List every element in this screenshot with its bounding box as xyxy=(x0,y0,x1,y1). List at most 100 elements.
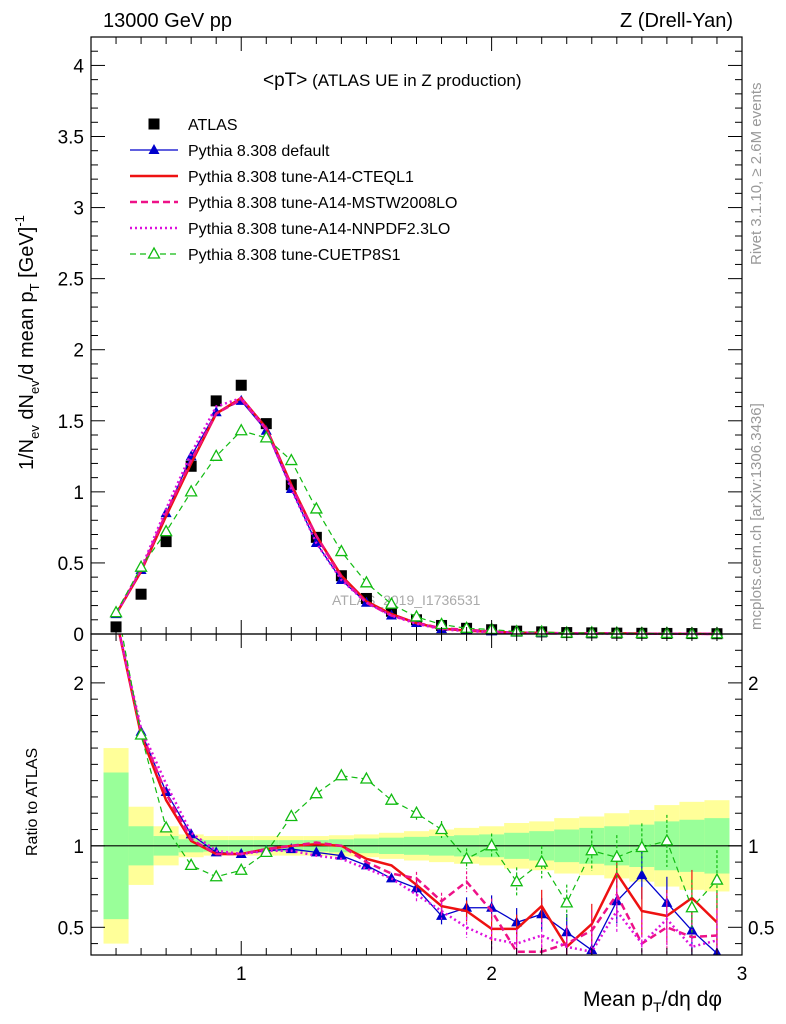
ratio-point-cuetp xyxy=(184,858,198,871)
y-tick-label: 2 xyxy=(73,341,84,362)
x-tick-label: 2 xyxy=(486,964,497,985)
legend-entry-nnpdf: Pythia 8.308 tune-A14-NNPDF2.3LO xyxy=(130,221,450,238)
side-label-top: Rivet 3.1.10, ≥ 2.6M events xyxy=(748,83,765,266)
ratio-series-nnpdf xyxy=(118,634,718,955)
y-tick-label: 0.5 xyxy=(58,554,84,575)
main-y-axis-title: 1/Nev dNev/d mean pT [GeV]-1 xyxy=(12,215,42,470)
ratio-point-cuetp xyxy=(434,822,449,835)
ratio-frame xyxy=(90,633,743,956)
ratio-point-cuetp xyxy=(234,862,248,875)
ratio-point-cuetp xyxy=(635,840,649,853)
y-tick-label: 1.5 xyxy=(58,412,84,433)
ratio-point-cuetp xyxy=(535,854,549,867)
ratio-y-tick-label: 1 xyxy=(73,837,84,858)
ratio-point-cuetp xyxy=(259,844,273,857)
y-tick-label: 3.5 xyxy=(58,128,84,149)
ratio-series-cuetp xyxy=(111,595,724,936)
plot-title: <pT> (ATLAS UE in Z production) xyxy=(263,70,522,91)
point-atlas xyxy=(235,379,247,391)
legend-marker-atlas xyxy=(148,118,160,130)
plot-title-main: <pT> xyxy=(263,70,307,91)
legend-marker-default xyxy=(148,144,160,154)
header-right: Z (Drell-Yan) xyxy=(620,10,733,32)
legend-label-cuetp: Pythia 8.308 tune-CUETP8S1 xyxy=(188,247,401,264)
ratio-point-cuetp xyxy=(384,792,399,805)
x-axis-title: Mean pT/dη dφ xyxy=(583,988,722,1015)
ratio-point-cuetp xyxy=(209,869,223,882)
point-cuetp xyxy=(134,559,148,572)
ratio-point-cuetp xyxy=(510,874,524,887)
legend-marker-cuetp xyxy=(147,246,161,259)
y-tick-label: 4 xyxy=(73,56,84,77)
ratio-point-default xyxy=(385,872,397,883)
ratio-panel: 1 2 3 0.5 0.5 1 1 2 2 xyxy=(58,595,774,985)
ratio-point-cuetp xyxy=(309,786,323,799)
point-atlas xyxy=(260,418,272,430)
point-cuetp xyxy=(234,423,248,436)
ratio-point-cuetp xyxy=(334,768,348,781)
ratio-point-cuetp xyxy=(134,727,148,740)
legend: ATLAS Pythia 8.308 default Pythia 8.308 tu… xyxy=(130,117,457,264)
y-tick-label: 1 xyxy=(73,483,84,504)
ratio-point-cuetp xyxy=(284,809,298,822)
ratio-point-default xyxy=(310,846,322,857)
legend-entry-cuetp: Pythia 8.308 tune-CUETP8S1 xyxy=(130,246,401,264)
point-cuetp xyxy=(359,575,374,588)
point-atlas xyxy=(210,395,222,407)
legend-entry-default: Pythia 8.308 default xyxy=(130,143,330,160)
ratio-line-cteql1 xyxy=(118,634,718,949)
legend-label-default: Pythia 8.308 default xyxy=(188,143,330,160)
plot-title-sub: (ATLAS UE in Z production) xyxy=(312,71,521,90)
ratio-point-cuetp xyxy=(485,838,499,851)
ratio-point-cuetp xyxy=(685,900,699,913)
ratio-y-tick-label-right: 0.5 xyxy=(748,918,774,939)
y-tick-label: 3 xyxy=(73,199,84,220)
header-left: 13000 GeV pp xyxy=(103,10,232,32)
ratio-point-cuetp xyxy=(710,872,724,885)
y-tick-label: 2.5 xyxy=(58,270,84,291)
legend-label-nnpdf: Pythia 8.308 tune-A14-NNPDF2.3LO xyxy=(188,221,450,238)
x-tick-label: 3 xyxy=(737,964,748,985)
point-cuetp xyxy=(334,544,348,557)
ratio-point-cuetp xyxy=(660,833,674,846)
ratio-y-tick-label-right: 2 xyxy=(748,674,759,695)
ratio-point-cuetp xyxy=(610,849,624,862)
legend-entry-mstw: Pythia 8.308 tune-A14-MSTW2008LO xyxy=(130,195,457,212)
ratio-line-default xyxy=(118,634,718,954)
ratio-point-cuetp xyxy=(111,595,122,605)
point-default xyxy=(210,406,222,417)
ratio-y-tick-label-right: 1 xyxy=(748,837,759,858)
ratio-point-cuetp xyxy=(359,771,374,784)
point-atlas xyxy=(160,536,172,548)
ratio-point-cuetp xyxy=(409,805,424,818)
point-cuetp xyxy=(184,484,198,497)
ratio-y-tick-label: 2 xyxy=(73,674,84,695)
ratio-point-cuetp xyxy=(560,895,574,908)
point-cuetp xyxy=(384,596,399,609)
legend-label-atlas: ATLAS xyxy=(188,117,238,134)
point-atlas xyxy=(110,621,122,633)
x-tick-label: 1 xyxy=(236,964,247,985)
legend-label-cteql1: Pythia 8.308 tune-A14-CTEQL1 xyxy=(188,169,414,186)
point-atlas xyxy=(135,588,147,600)
legend-entry-cteql1: Pythia 8.308 tune-A14-CTEQL1 xyxy=(130,169,414,186)
ratio-point-cuetp xyxy=(159,820,173,833)
point-cuetp xyxy=(284,453,298,466)
point-cuetp xyxy=(409,609,424,622)
point-cuetp xyxy=(159,524,173,537)
ratio-line-nnpdf xyxy=(118,634,718,954)
ratio-line-mstw xyxy=(118,634,718,953)
ratio-y-tick-label: 0.5 xyxy=(58,918,84,939)
ratio-series-mstw xyxy=(118,634,718,955)
ratio-series-group xyxy=(111,595,724,955)
legend-label-mstw: Pythia 8.308 tune-A14-MSTW2008LO xyxy=(188,195,457,212)
point-cuetp xyxy=(259,430,273,443)
point-cuetp xyxy=(309,501,323,514)
point-cuetp xyxy=(109,605,123,618)
ratio-y-axis-title: Ratio to ATLAS xyxy=(24,748,41,856)
ratio-point-cuetp xyxy=(585,843,599,856)
side-label-bottom: mcplots.cern.ch [arXiv:1306.3436] xyxy=(748,403,765,630)
ratio-point-default xyxy=(285,843,297,854)
y-tick-label: 0 xyxy=(73,625,84,646)
